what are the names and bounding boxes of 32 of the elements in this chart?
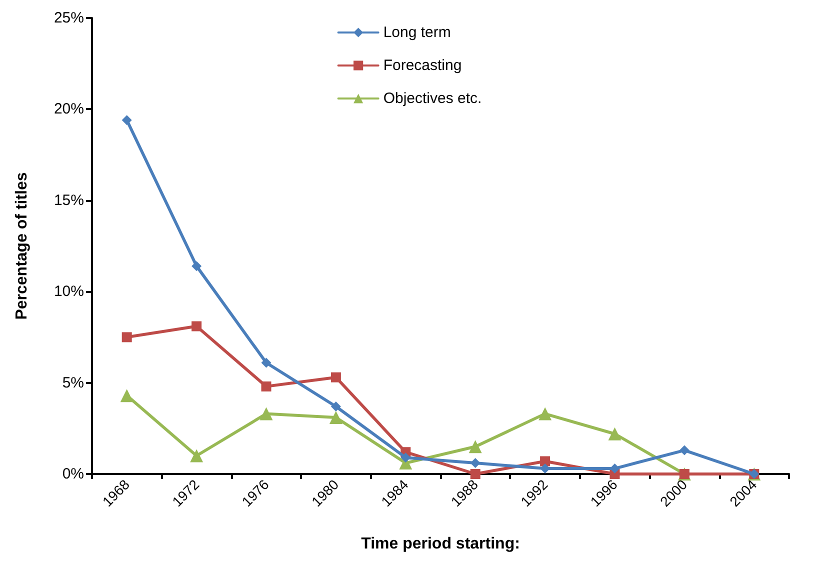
point (192, 321, 202, 332)
point (260, 407, 273, 420)
y-tick-label: 5% (62, 374, 84, 392)
y-tick-label: 20% (54, 100, 84, 118)
point (400, 452, 411, 463)
point (330, 372, 341, 382)
point (261, 381, 272, 392)
point (540, 456, 550, 466)
point (122, 115, 132, 126)
legend-label: Objectives etc. (383, 90, 482, 107)
y-tick-label: 15% (54, 192, 84, 209)
point (120, 389, 134, 402)
y-tick-label: 0% (62, 466, 84, 482)
point (329, 410, 342, 424)
point (192, 261, 202, 272)
y-tick-label: 10% (54, 283, 84, 300)
point (538, 407, 552, 420)
point (470, 469, 480, 479)
legend-label: Forecasting (383, 57, 462, 74)
point (470, 458, 480, 468)
point (468, 440, 482, 454)
point (261, 358, 272, 368)
point (122, 332, 132, 342)
point (190, 449, 204, 462)
x-axis-title: Time period starting: (361, 536, 520, 552)
y-tick-label: 25% (54, 10, 84, 26)
legend-label: Long term (383, 24, 451, 41)
point (608, 427, 622, 440)
point (610, 464, 620, 474)
point (330, 402, 341, 412)
y-axis-title: Percentage of titles (14, 172, 30, 320)
point (679, 445, 690, 456)
